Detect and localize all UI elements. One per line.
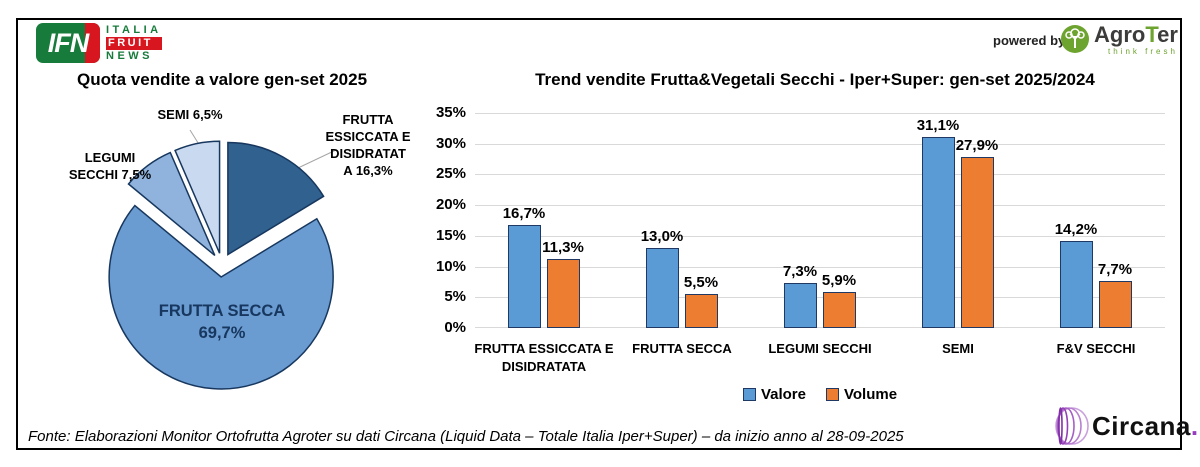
y-tick-label: 25% — [435, 165, 466, 183]
bar-volume — [685, 294, 718, 328]
ifn-logo-icon: IFN — [36, 23, 100, 63]
pie-label-frutta-secca: FRUTTA SECCA 69,7% — [158, 302, 286, 343]
agroter-logo: AgroTer think fresh — [1060, 24, 1178, 56]
legend-swatch — [825, 388, 839, 401]
bar-valore — [646, 248, 679, 328]
pie-slice — [127, 151, 216, 256]
bar-value-label: 5,9% — [821, 272, 857, 289]
agroter-wordmark: AgroTer — [1094, 22, 1178, 47]
ifn-logo-line3: NEWS — [106, 49, 153, 62]
pie-chart — [108, 129, 337, 390]
bar-value-label: 7,7% — [1097, 261, 1133, 278]
pie-slice — [108, 204, 334, 390]
bar-volume — [1099, 281, 1132, 328]
legend-label: Valore — [760, 386, 806, 403]
y-tick-label: 30% — [435, 134, 466, 152]
bar-value-label: 11,3% — [542, 239, 584, 256]
y-tick-label: 15% — [435, 226, 466, 244]
source-note: Fonte: Elaborazioni Monitor Ortofrutta A… — [28, 428, 904, 445]
bar-valore — [508, 225, 541, 328]
y-tick-label: 20% — [435, 196, 466, 214]
pie-slice — [174, 140, 221, 254]
bar-volume — [961, 157, 994, 328]
leader-line-essiccata — [297, 149, 337, 169]
bar-chart-legend: Valore Volume — [475, 386, 1165, 403]
legend-label: Volume — [843, 386, 898, 403]
legend-item-valore: Valore — [742, 386, 806, 403]
x-category-label: SEMI — [942, 341, 974, 356]
y-tick-label: 10% — [435, 257, 466, 275]
bar-value-label: 16,7% — [502, 205, 546, 222]
x-category-label: F&V SECCHI — [1056, 341, 1136, 356]
bar-chart-plot-area: 16,7% 11,3% 13,0% 5,5% 7,3% 5,9% 31,1% 27,9% 14,… — [475, 113, 1165, 328]
ifn-logo-line1: ITALIA — [106, 23, 162, 36]
y-tick-label: 35% — [435, 104, 466, 121]
bar-value-label: 27,9% — [955, 137, 999, 154]
pie-slice — [227, 141, 325, 256]
agroter-tagline: think fresh — [1108, 47, 1178, 56]
agroter-tree-icon — [1061, 25, 1089, 53]
legend-item-volume: Volume — [825, 386, 898, 403]
bar-value-label: 5,5% — [683, 274, 719, 291]
outer-border — [16, 18, 1182, 450]
pie-label-legumi: LEGUMI SECCHI 7,5% — [68, 150, 152, 182]
ifn-logo-line2: FRUIT — [106, 36, 162, 50]
gridline — [475, 235, 1165, 237]
gridline — [475, 205, 1165, 207]
bar-volume — [547, 259, 580, 328]
circana-sphere-icon — [1055, 407, 1089, 445]
bar-value-label: 31,1% — [916, 117, 960, 134]
powered-by-label: powered by — [993, 33, 1066, 48]
x-category-label: LEGUMI SECCHI — [768, 341, 872, 356]
bar-volume — [823, 292, 856, 328]
circana-wordmark: Circana. — [1092, 410, 1199, 441]
gridline — [475, 143, 1165, 145]
legend-swatch — [742, 388, 756, 401]
pie-chart-title: Quota vendite a valore gen-set 2025 — [76, 70, 368, 89]
gridline — [475, 327, 1165, 328]
bar-valore — [784, 283, 817, 328]
circana-logo: Circana. — [1048, 402, 1199, 450]
bar-value-label: 14,2% — [1054, 221, 1098, 238]
bar-value-label: 13,0% — [640, 228, 684, 245]
bar-valore — [1060, 241, 1093, 328]
ifn-logo-short: IFN — [47, 27, 90, 58]
y-tick-label: 5% — [444, 288, 466, 306]
bar-valore — [922, 137, 955, 328]
gridline — [475, 174, 1165, 176]
x-category-label: FRUTTA ESSICCATA E DISIDRATATA — [474, 341, 614, 374]
y-tick-label: 0% — [444, 319, 466, 336]
ifn-logo: IFN ITALIA FRUIT NEWS — [36, 23, 162, 63]
bar-value-label: 7,3% — [782, 263, 818, 280]
x-category-label: FRUTTA SECCA — [632, 341, 732, 356]
gridline — [475, 297, 1165, 299]
bar-chart-title: Trend vendite Frutta&Vegetali Secchi - I… — [535, 70, 1095, 89]
gridline — [475, 266, 1165, 268]
gridline — [475, 113, 1165, 114]
pie-label-essiccata: FRUTTA ESSICCATA E DISIDRATAT A 16,3% — [325, 112, 411, 178]
pie-label-semi: SEMI 6,5% — [157, 107, 223, 122]
